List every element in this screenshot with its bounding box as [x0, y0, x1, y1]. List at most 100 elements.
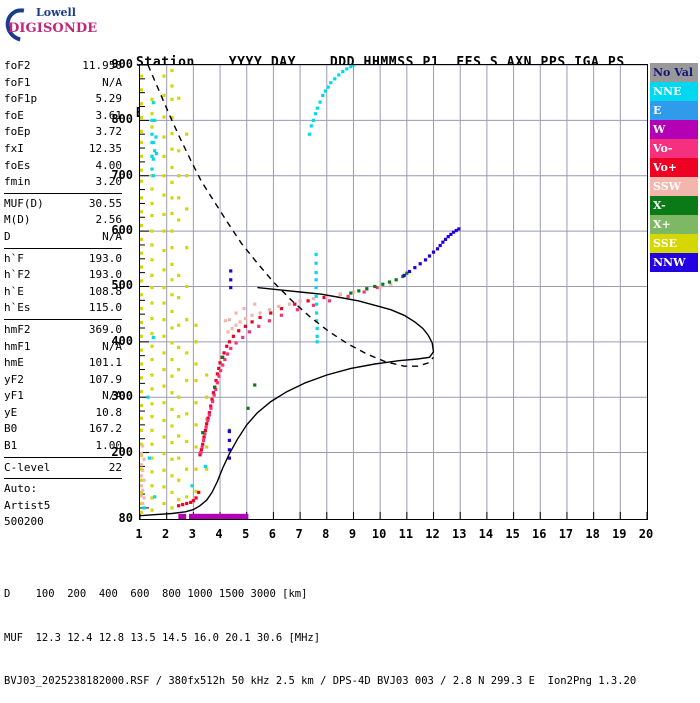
parameter-value: 101.1 [88, 356, 122, 370]
auto-info-line: Auto: [4, 482, 38, 496]
parameter-key: h`F [4, 251, 24, 265]
y-tick-label-500: 500 [111, 278, 133, 293]
parameter-key: fmin [4, 175, 31, 189]
legend-item-noval[interactable]: No Val [650, 63, 698, 82]
parameter-key: D [4, 229, 11, 243]
footer-distance-row: D 100 200 400 600 800 1000 1500 3000 [km… [4, 588, 308, 600]
parameter-value: 193.0 [88, 268, 122, 282]
divider [4, 318, 122, 320]
parameter-key: hmE [4, 356, 24, 370]
parameter-row-he: h`E 108.8 [4, 284, 122, 301]
footer-info: D 100 200 400 600 800 1000 1500 3000 [km… [4, 558, 636, 703]
series-noise-nne [142, 101, 207, 510]
parameter-row-mufd: MUF(D) 30.55 [4, 196, 122, 213]
legend-item-e[interactable]: E [650, 101, 698, 120]
parameter-row-hf: h`F 193.0 [4, 251, 122, 268]
parameter-row-b1: B1 1.00 [4, 438, 122, 455]
parameter-key: foE [4, 108, 24, 122]
parameter-value: 1.00 [95, 439, 123, 453]
series-noise-ssw [140, 444, 146, 506]
parameter-row-hf2: h`F2 193.0 [4, 267, 122, 284]
parameter-key: yF1 [4, 389, 24, 403]
direction-legend: No Val NNE E W Vo- Vo+ SSW X- X+ SSE NNW [650, 63, 698, 272]
legend-item-ssw[interactable]: SSW [650, 177, 698, 196]
parameter-key: foF1p [4, 92, 38, 106]
parameter-key: M(D) [4, 213, 31, 227]
parameter-group-muf: MUF(D) 30.55 M(D) 2.56 D N/A [4, 196, 122, 246]
footer-file-row: BVJ03_2025238182000.RSF / 380fx512h 50 k… [4, 675, 637, 687]
parameter-row-fof1: foF1 N/A [4, 75, 122, 92]
legend-item-w[interactable]: W [650, 120, 698, 139]
parameter-value: 115.0 [88, 301, 122, 315]
parameter-key: C-level [4, 460, 51, 474]
y-tick-label-80: 80 [118, 511, 133, 525]
x-tick-label-3: 3 [188, 527, 196, 541]
y-tick-label-200: 200 [111, 444, 133, 459]
parameter-row-d: D N/A [4, 229, 122, 246]
parameter-value: 108.8 [88, 284, 122, 298]
parameter-value: N/A [102, 229, 122, 243]
legend-item-nnw[interactable]: NNW [650, 253, 698, 272]
ionogram-canvas [140, 65, 647, 519]
logo-lowell-text: Lowell [36, 6, 76, 19]
parameter-value: 30.55 [88, 196, 122, 210]
parameter-key: hmF1 [4, 339, 31, 353]
parameter-value: 11.950 [82, 59, 122, 72]
ionogram-plot[interactable] [139, 64, 648, 520]
parameter-row-clevel: C-level 22 [4, 460, 122, 477]
y-tick-label-800: 800 [111, 112, 133, 127]
legend-item-x+[interactable]: X+ [650, 215, 698, 234]
legend-item-x-[interactable]: X- [650, 196, 698, 215]
parameter-value: 10.8 [95, 405, 123, 419]
y-tick-label-700: 700 [111, 167, 133, 182]
parameter-row-foe: foE 3.61 [4, 108, 122, 125]
gridlines [140, 65, 647, 519]
parameter-value: 107.9 [88, 372, 122, 386]
parameter-row-fof2: foF2 11.950 [4, 58, 122, 75]
parameter-key: B0 [4, 422, 18, 436]
parameter-key: MUF(D) [4, 196, 44, 210]
legend-item-vo+[interactable]: Vo+ [650, 158, 698, 177]
divider [4, 456, 122, 458]
parameter-key: h`Es [4, 301, 31, 315]
footer-muf-row: MUF 12.3 12.4 12.8 13.5 14.5 16.0 20.1 3… [4, 631, 321, 644]
x-tick-label-6: 6 [268, 527, 277, 541]
parameter-row-foes: foEs 4.00 [4, 158, 122, 175]
legend-item-vo-[interactable]: Vo- [650, 139, 698, 158]
x-tick-label-19: 19 [612, 527, 627, 541]
x-tick-label-13: 13 [451, 527, 467, 541]
parameter-value: 3.61 [95, 108, 123, 122]
x-tick-label-2: 2 [162, 527, 170, 541]
parameter-key: yF2 [4, 372, 24, 386]
series-bottom-markers-w [178, 513, 249, 519]
parameter-value: N/A [102, 339, 122, 353]
x-tick-label-8: 8 [322, 527, 330, 541]
divider [4, 192, 122, 194]
parameter-value: 5.29 [95, 92, 123, 106]
parameter-key: h`E [4, 284, 24, 298]
auto-info-line: 500200 [4, 515, 44, 529]
x-tick-label-17: 17 [558, 527, 574, 541]
legend-item-sse[interactable]: SSE [650, 234, 698, 253]
legend-item-nne[interactable]: NNE [650, 82, 698, 101]
lowell-digisonde-logo: Lowell DIGISONDE [0, 1, 116, 49]
x-tick-label-9: 9 [348, 527, 357, 541]
parameter-value: 167.2 [88, 422, 122, 436]
series-trace-x-vo- [199, 285, 380, 455]
parameter-value: 22 [108, 460, 122, 474]
parameter-row-hmf1: hmF1 N/A [4, 339, 122, 356]
parameter-value: 4.00 [95, 158, 123, 172]
parameter-key: foEp [4, 125, 31, 139]
series-trace-nnw [227, 227, 461, 460]
parameter-value: N/A [102, 75, 122, 89]
parameter-row-fxi: fxI 12.35 [4, 141, 122, 158]
ionogram-parameter-panel: foF2 11.950 foF1 N/A foF1p 5.29 foE 3.61 foEp 3.7… [4, 58, 122, 531]
series-true-height-profile [140, 286, 435, 517]
divider [4, 247, 122, 249]
parameter-value: 369.0 [88, 322, 122, 336]
parameter-key: h`F2 [4, 268, 31, 282]
y-tick-label-600: 600 [111, 223, 133, 238]
x-tick-label-4: 4 [215, 527, 223, 541]
parameter-value: 3.72 [95, 125, 123, 139]
parameter-key: foF1 [4, 75, 31, 89]
